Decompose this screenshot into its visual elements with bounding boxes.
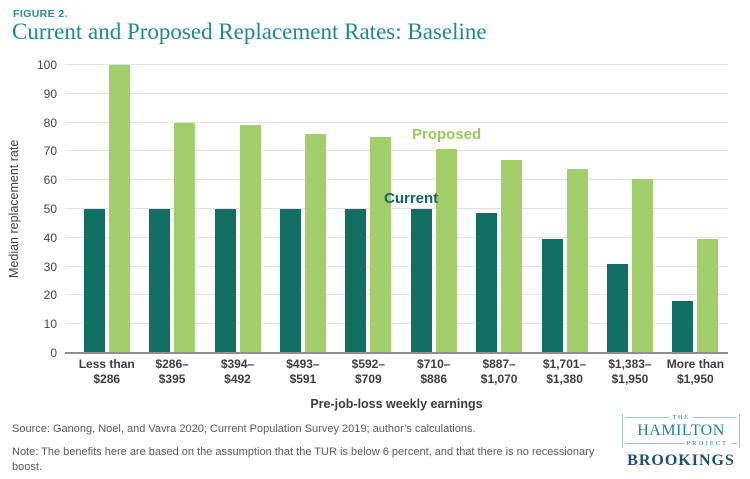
bar-group — [336, 65, 401, 353]
gridline — [65, 294, 728, 296]
bar-proposed — [566, 168, 588, 353]
x-tick-labels: Less than $286 $286– $395 $394– $492 $493– … — [65, 357, 728, 388]
bar-proposed — [304, 134, 326, 353]
x-tick-label: $286– $395 — [155, 357, 189, 387]
plot-area: 0 10 20 30 40 50 60 70 80 90 100 Proposed Current — [37, 58, 728, 360]
gridline — [65, 64, 728, 65]
y-tick-label: 90 — [43, 86, 57, 101]
bar-current — [606, 263, 628, 353]
logo-rule — [731, 442, 737, 444]
gridline — [65, 121, 728, 123]
gridline — [65, 179, 728, 181]
bar-proposed — [501, 160, 523, 353]
bar-group — [466, 65, 531, 353]
series-label-current: Current — [384, 190, 439, 207]
brookings-wordmark: BROOKINGS — [627, 451, 735, 469]
x-tick-label: $1,383– $1,950 — [608, 357, 652, 387]
bar-group — [663, 65, 728, 353]
gridline — [65, 208, 728, 209]
x-axis-title: Pre-job-loss weekly earnings — [310, 397, 483, 411]
gridline — [65, 236, 728, 238]
x-tick-label: $710– $886 — [417, 357, 451, 387]
bar-proposed — [435, 148, 457, 353]
bar-proposed — [239, 125, 261, 353]
x-tick-label: More than $1,950 — [666, 357, 725, 387]
bar-current — [279, 209, 301, 353]
bar-group — [139, 65, 204, 353]
note-text: Note: The benefits here are based on the… — [12, 446, 595, 473]
logo-top-row: THE — [625, 414, 738, 421]
y-tick-label: 100 — [36, 58, 57, 72]
x-tick-label: $592– $709 — [351, 357, 386, 387]
bar-current — [345, 209, 367, 353]
y-tick-label: 50 — [43, 202, 57, 216]
y-tick-label: 80 — [43, 115, 57, 130]
x-tick-label: $1,701– $1,380 — [542, 357, 587, 387]
logo-hamilton-text: HAMILTON — [637, 422, 725, 439]
series-label-proposed: Proposed — [412, 126, 482, 143]
x-tick-label: $394– $492 — [220, 357, 255, 387]
gridline — [65, 92, 728, 94]
bar-current — [410, 209, 432, 353]
x-tick-label: $493– $591 — [286, 357, 320, 387]
chart-title: Current and Proposed Replacement Rates: … — [12, 19, 487, 44]
bar-group — [270, 65, 335, 353]
source-text: Source: Ganong, Noel, and Vavra 2020; Cu… — [12, 423, 476, 435]
bar-proposed — [697, 239, 719, 353]
bar-group — [205, 65, 270, 353]
logo-rule — [625, 417, 670, 418]
y-tick-label: 0 — [50, 346, 57, 360]
bar-groups — [65, 65, 728, 353]
x-tick-label: $887– $1,070 — [480, 357, 518, 387]
logo-rule — [625, 442, 684, 444]
bar-current — [672, 301, 694, 353]
gridline — [65, 323, 728, 325]
logo-project-text: PROJECT — [686, 439, 728, 447]
figure-label: FIGURE 2. — [13, 8, 68, 20]
y-tick-label: 60 — [43, 173, 57, 188]
logo-the-text: THE — [672, 414, 690, 421]
y-tick-label: 40 — [43, 230, 57, 245]
x-axis-line — [65, 352, 728, 354]
y-tick-label: 30 — [43, 259, 57, 274]
gridline — [65, 150, 728, 152]
y-tick-label: 20 — [43, 288, 57, 303]
bar-proposed — [370, 137, 392, 353]
y-tick-label: 10 — [43, 317, 57, 332]
bar-current — [83, 209, 105, 353]
logo-rule — [692, 417, 738, 418]
bar-current — [476, 213, 498, 353]
bar-current — [541, 239, 563, 353]
hamilton-logo-box: THE HAMILTON PROJECT — [622, 414, 740, 448]
bar-current — [149, 209, 171, 353]
bar-group — [401, 65, 466, 353]
logo-bottom-row: PROJECT — [625, 440, 737, 447]
bar-proposed — [108, 65, 130, 353]
x-tick-label: Less than $286 — [78, 357, 135, 387]
hamilton-project-logo: THE HAMILTON PROJECT BROOKINGS — [622, 414, 740, 470]
bar-group — [74, 65, 139, 353]
y-tick-label: 70 — [43, 144, 57, 159]
gridline — [65, 265, 728, 267]
bar-group — [532, 65, 597, 353]
bar-group — [597, 65, 662, 353]
bar-current — [214, 209, 236, 353]
bar-proposed — [174, 122, 196, 353]
bar-proposed — [631, 178, 653, 353]
